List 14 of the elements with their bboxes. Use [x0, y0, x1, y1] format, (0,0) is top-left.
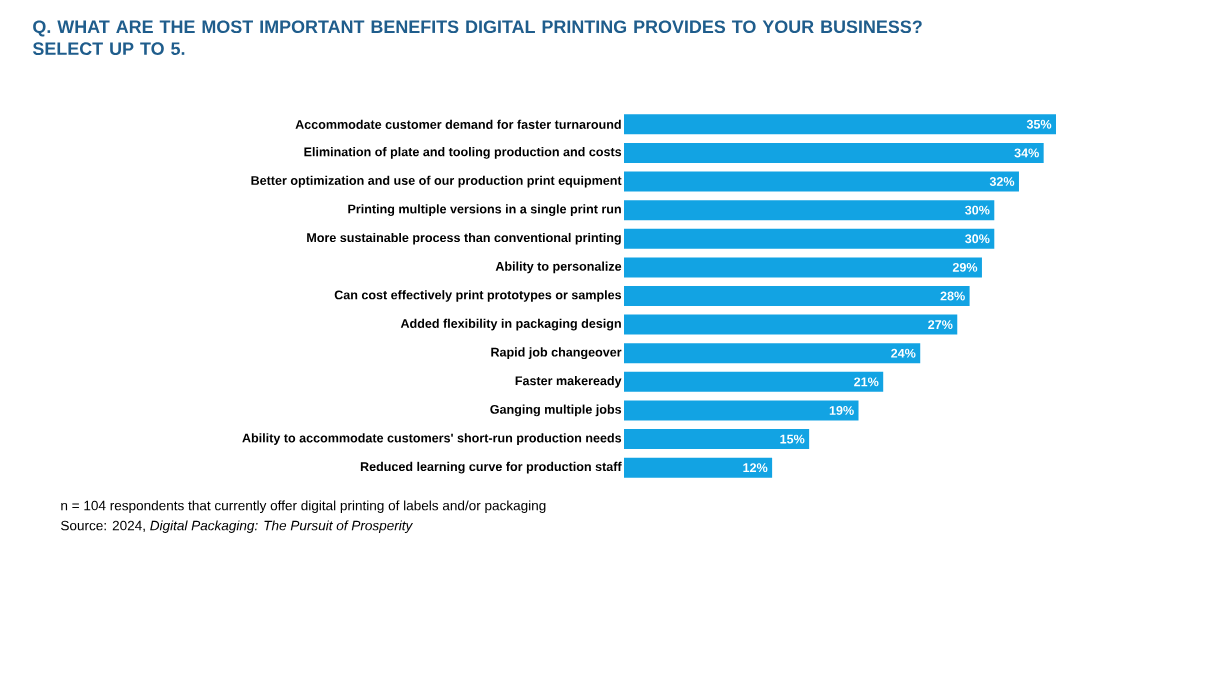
bar — [624, 457, 773, 478]
bar — [624, 429, 810, 450]
bar — [624, 400, 859, 421]
bar — [624, 200, 995, 221]
bar — [624, 114, 1056, 135]
text: Q. WHAT ARE THE MOST IMPORTANT BENEFITS DIGITAL PRINTING PROVIDES TO YOUR BUSINESS? SELECT UP TO 5. — [32, 20, 922, 56]
bar — [624, 286, 970, 306]
bar — [624, 171, 1019, 192]
bar — [624, 142, 1044, 163]
bar — [624, 314, 958, 335]
bar — [624, 228, 995, 249]
bar — [624, 257, 982, 278]
bar — [624, 371, 884, 392]
bar — [624, 343, 921, 364]
